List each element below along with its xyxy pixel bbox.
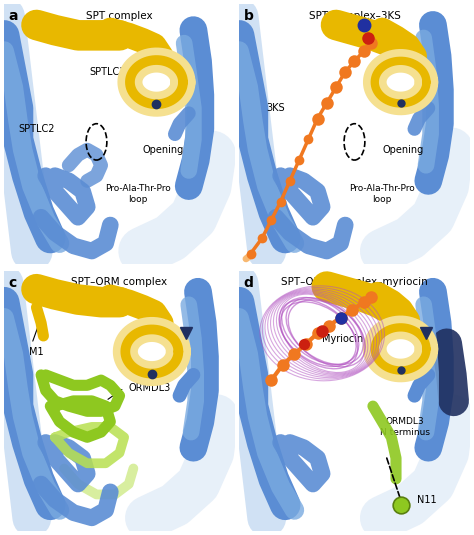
Text: d: d	[244, 276, 254, 290]
Text: 3KS: 3KS	[267, 103, 285, 113]
Text: Opening: Opening	[143, 144, 184, 155]
Text: Opening: Opening	[382, 144, 423, 155]
Text: SPTLC2: SPTLC2	[18, 124, 55, 134]
Text: ORMDL3
N terminus: ORMDL3 N terminus	[380, 417, 430, 437]
Text: c: c	[9, 276, 17, 290]
Text: N11: N11	[417, 495, 437, 505]
Text: Myriocin: Myriocin	[322, 333, 364, 343]
Text: SPTLC1: SPTLC1	[90, 67, 126, 77]
Text: b: b	[244, 10, 254, 24]
Text: SPT complex: SPT complex	[86, 11, 153, 21]
Text: SPT complex–3KS: SPT complex–3KS	[309, 11, 401, 21]
Text: ORMDL3: ORMDL3	[129, 383, 171, 393]
Text: SPT–ORM complex–myriocin: SPT–ORM complex–myriocin	[281, 278, 428, 287]
Text: M1: M1	[29, 347, 44, 356]
Text: Pro-Ala-Thr-Pro
loop: Pro-Ala-Thr-Pro loop	[105, 184, 171, 203]
Text: a: a	[9, 10, 18, 24]
Text: SPT–ORM complex: SPT–ORM complex	[72, 278, 168, 287]
Text: Pro-Ala-Thr-Pro
loop: Pro-Ala-Thr-Pro loop	[349, 184, 415, 203]
